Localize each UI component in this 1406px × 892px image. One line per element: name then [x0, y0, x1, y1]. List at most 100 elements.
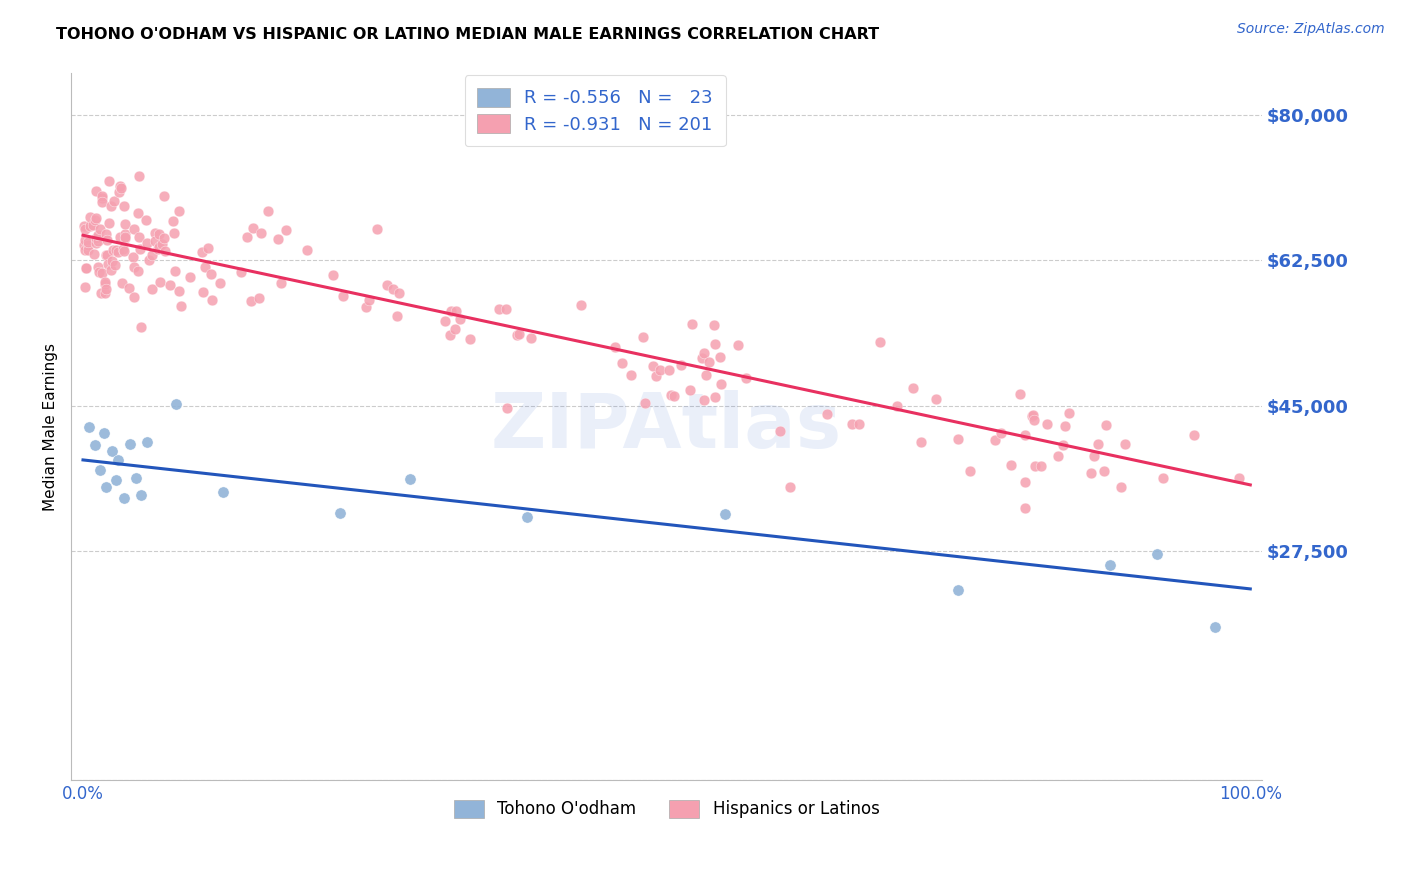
Point — [87, 260, 110, 274]
Point — [89, 463, 111, 477]
Point — [73, 221, 96, 235]
Point — [148, 240, 170, 254]
Point — [197, 240, 219, 254]
Point — [679, 383, 702, 397]
Point — [1022, 413, 1045, 427]
Point — [1029, 459, 1052, 474]
Point — [239, 294, 262, 309]
Point — [256, 204, 278, 219]
Point — [79, 210, 101, 224]
Point — [104, 243, 127, 257]
Point — [75, 260, 97, 275]
Point — [110, 230, 132, 244]
Point — [131, 488, 153, 502]
Point — [697, 355, 720, 369]
Point — [159, 277, 181, 292]
Point — [703, 318, 725, 333]
Point — [643, 359, 665, 374]
Point — [94, 275, 117, 289]
Point — [959, 464, 981, 478]
Point — [446, 304, 468, 318]
Point — [247, 291, 270, 305]
Point — [135, 212, 157, 227]
Point — [274, 223, 297, 237]
Point — [73, 244, 96, 258]
Point — [449, 312, 471, 326]
Point — [101, 243, 124, 257]
Point — [103, 194, 125, 208]
Point — [925, 392, 948, 406]
Point — [94, 285, 117, 300]
Point — [79, 219, 101, 234]
Point — [163, 264, 186, 278]
Point — [89, 221, 111, 235]
Point — [1083, 449, 1105, 463]
Point — [84, 235, 107, 250]
Point — [848, 417, 870, 432]
Point — [1087, 437, 1109, 451]
Point — [734, 371, 756, 385]
Point — [1182, 428, 1205, 442]
Point — [388, 286, 411, 301]
Point — [136, 236, 159, 251]
Point — [100, 263, 122, 277]
Point — [709, 350, 731, 364]
Point — [94, 282, 117, 296]
Point — [439, 327, 461, 342]
Point — [519, 331, 541, 345]
Point — [1036, 417, 1059, 432]
Point — [101, 253, 124, 268]
Point — [506, 328, 529, 343]
Point — [87, 227, 110, 242]
Point — [153, 244, 176, 259]
Point — [124, 471, 146, 485]
Point — [153, 189, 176, 203]
Point — [84, 211, 107, 226]
Point — [1204, 620, 1226, 634]
Point — [508, 326, 530, 341]
Point — [101, 443, 124, 458]
Point — [662, 389, 685, 403]
Point — [620, 368, 643, 382]
Point — [122, 260, 145, 275]
Point — [1146, 547, 1168, 561]
Point — [96, 227, 118, 241]
Point — [170, 299, 193, 313]
Point — [693, 393, 716, 408]
Point — [1094, 418, 1116, 433]
Point — [114, 230, 136, 244]
Point — [107, 452, 129, 467]
Point — [948, 432, 970, 446]
Point — [1014, 501, 1036, 516]
Point — [1014, 475, 1036, 489]
Point — [141, 248, 163, 262]
Point — [612, 356, 634, 370]
Point — [112, 491, 135, 505]
Point — [322, 268, 344, 282]
Point — [1227, 471, 1250, 485]
Point — [1099, 558, 1122, 573]
Point — [141, 282, 163, 296]
Point — [111, 277, 134, 291]
Point — [97, 257, 120, 271]
Point — [250, 226, 273, 240]
Point — [443, 321, 465, 335]
Point — [242, 220, 264, 235]
Point — [658, 363, 681, 377]
Legend: Tohono O'odham, Hispanics or Latinos: Tohono O'odham, Hispanics or Latinos — [447, 793, 886, 825]
Point — [193, 285, 215, 299]
Point — [122, 222, 145, 236]
Point — [118, 437, 141, 451]
Point — [96, 248, 118, 262]
Point — [150, 236, 173, 251]
Point — [86, 234, 108, 248]
Point — [990, 426, 1012, 441]
Point — [138, 252, 160, 267]
Point — [209, 276, 232, 290]
Point — [96, 480, 118, 494]
Point — [1024, 458, 1046, 473]
Point — [112, 199, 135, 213]
Point — [1092, 464, 1115, 478]
Point — [385, 310, 408, 324]
Point — [122, 290, 145, 304]
